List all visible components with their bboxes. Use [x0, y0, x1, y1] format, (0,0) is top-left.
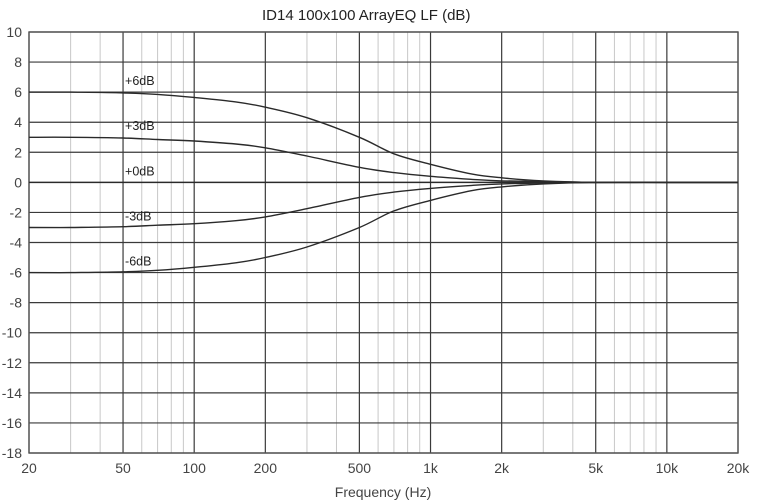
curve-label: -3dB — [125, 209, 151, 223]
y-axis-tick-labels: 10 8 6 4 2 0 -2 -4 -6 -8 -10 -12 -14 -16 -18 — [2, 24, 22, 461]
x-tick-label: 200 — [254, 460, 278, 476]
curve-label: +0dB — [125, 164, 155, 178]
curve-label: +3dB — [125, 119, 155, 133]
y-tick-label: -2 — [10, 204, 23, 220]
y-tick-label: 0 — [14, 174, 22, 190]
curve-label: +6dB — [125, 74, 155, 88]
y-tick-label: 8 — [14, 54, 22, 70]
y-tick-label: -18 — [2, 445, 22, 461]
eq-curve-minus6dB — [28, 181, 738, 274]
y-tick-label: 6 — [14, 84, 22, 100]
x-tick-label: 10k — [656, 460, 680, 476]
y-tick-label: -8 — [10, 295, 23, 311]
eq-curves — [28, 91, 738, 274]
plot-frame — [28, 31, 739, 454]
y-tick-label: 4 — [14, 114, 22, 130]
x-tick-label: 500 — [348, 460, 372, 476]
x-tick-label: 1k — [423, 460, 439, 476]
x-tick-label: 50 — [115, 460, 131, 476]
y-tick-label: -4 — [10, 235, 23, 251]
y-tick-label: -16 — [2, 415, 22, 431]
curve-label: -6dB — [125, 255, 151, 269]
x-tick-label: 5k — [588, 460, 604, 476]
x-tick-label: 100 — [183, 460, 207, 476]
curve-labels: +6dB +3dB +0dB -3dB -6dB — [125, 74, 155, 268]
x-tick-label: 2k — [494, 460, 510, 476]
y-tick-label: -14 — [2, 385, 22, 401]
y-tick-label: 10 — [6, 24, 22, 40]
y-tick-label: 2 — [14, 144, 22, 160]
x-axis-tick-labels: 20 50 100 200 500 1k 2k 5k 10k 20k — [21, 460, 750, 476]
y-tick-label: -6 — [10, 265, 23, 281]
x-tick-label: 20k — [727, 460, 751, 476]
major-gridlines — [28, 31, 739, 454]
x-tick-label: 20 — [21, 460, 37, 476]
y-tick-label: -10 — [2, 325, 22, 341]
y-tick-label: -12 — [2, 355, 22, 371]
x-axis-label: Frequency (Hz) — [335, 484, 431, 500]
chart-title: ID14 100x100 ArrayEQ LF (dB) — [262, 7, 470, 24]
